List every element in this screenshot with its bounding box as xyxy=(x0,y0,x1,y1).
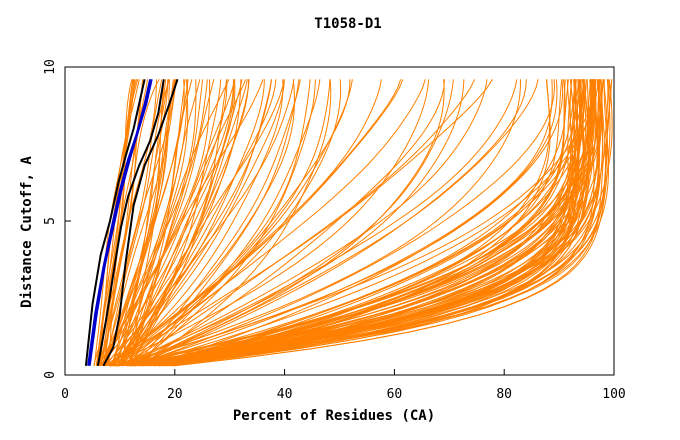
x-tick-label-80: 80 xyxy=(496,387,512,402)
x-tick-label-0: 0 xyxy=(61,387,69,402)
x-tick-label-100: 100 xyxy=(602,387,625,402)
y-tick-label-10: 10 xyxy=(43,59,58,75)
y-tick-label-5: 5 xyxy=(43,217,58,225)
x-tick-label-60: 60 xyxy=(387,387,403,402)
x-tick-label-20: 20 xyxy=(167,387,183,402)
y-axis-label: Distance Cutoff, A xyxy=(19,156,35,308)
x-tick-label-40: 40 xyxy=(277,387,293,402)
y-tick-label-0: 0 xyxy=(43,371,58,379)
chart-title: T1058-D1 xyxy=(314,16,381,32)
x-axis-label: Percent of Residues (CA) xyxy=(233,408,435,424)
